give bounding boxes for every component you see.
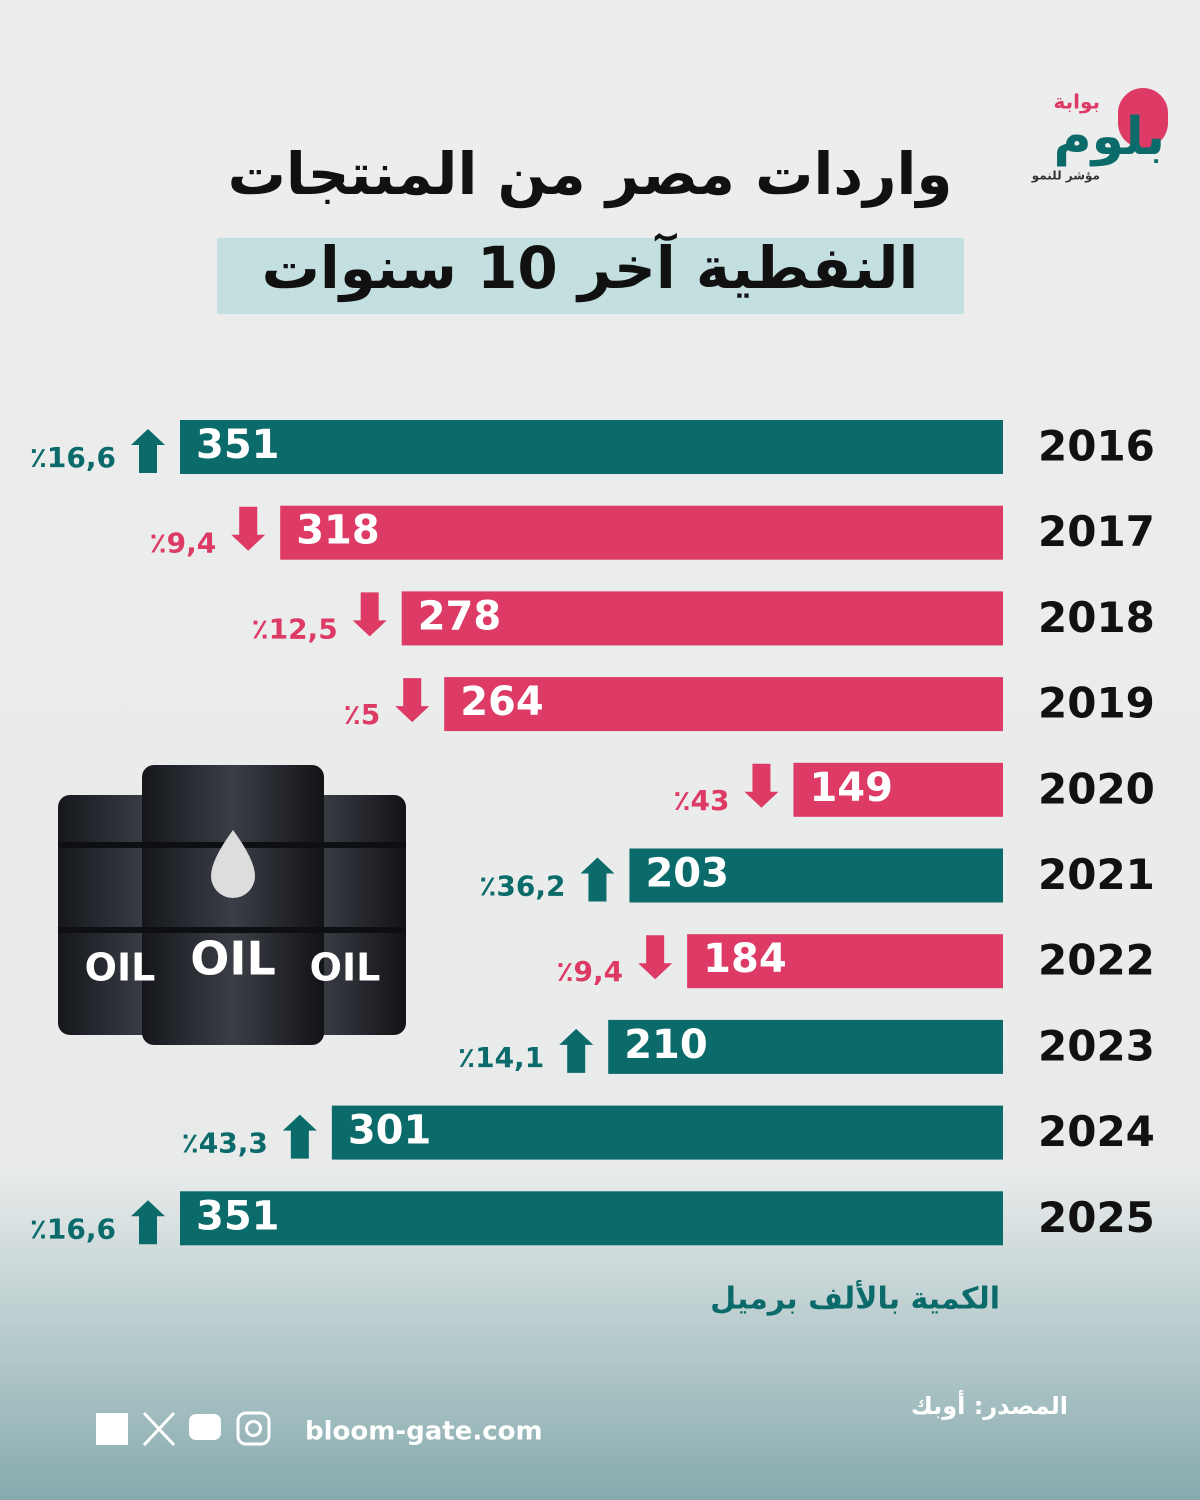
change-label: ٪9,4 <box>556 955 623 988</box>
bar <box>180 1191 1003 1246</box>
bar <box>687 934 1003 989</box>
change-label: ٪9,4 <box>150 527 217 560</box>
change-arrow <box>231 506 266 551</box>
x-icon <box>142 1411 176 1447</box>
change-arrow <box>744 763 779 808</box>
value-label: 318 <box>296 508 380 554</box>
value-label: 210 <box>624 1022 708 1068</box>
change-label: ٪16,6 <box>30 1212 116 1245</box>
change-label: ٪14,1 <box>458 1041 544 1074</box>
change-arrow <box>131 429 165 473</box>
category-label: 2017 <box>1038 507 1155 556</box>
chart-title: واردات مصر من المنتجات <box>228 140 953 209</box>
instagram-lens <box>245 1420 262 1437</box>
oil-drop <box>211 830 255 898</box>
subtitle-highlight <box>217 238 964 314</box>
change-arrow <box>282 1114 317 1159</box>
change-label: ٪16,6 <box>30 441 116 474</box>
change-arrow <box>559 1028 594 1073</box>
bar <box>280 505 1003 560</box>
brand-tagline: مؤشر للنمو <box>1031 169 1100 184</box>
value-label: 264 <box>460 679 544 725</box>
category-label: 2018 <box>1038 593 1155 642</box>
unit-note: الكمية بالألف برميل <box>710 1280 1000 1317</box>
brand-top: بوابة <box>1053 90 1100 114</box>
chart-subtitle: النفطية آخر 10 سنوات <box>262 232 919 303</box>
logo-mic <box>1118 88 1168 148</box>
value-label: 351 <box>196 422 280 468</box>
bar <box>608 1019 1003 1074</box>
change-arrow <box>638 935 673 980</box>
bar <box>331 1105 1003 1160</box>
change-arrow <box>352 592 387 637</box>
bar <box>444 677 1003 732</box>
value-label: 149 <box>809 765 893 811</box>
category-label: 2019 <box>1038 679 1155 728</box>
bar <box>401 591 1003 646</box>
bar <box>629 848 1003 903</box>
barrel-label: OIL <box>85 946 156 990</box>
category-label: 2021 <box>1038 850 1155 899</box>
website: bloom-gate.com <box>305 1417 543 1447</box>
change-label: ٪5 <box>344 698 381 731</box>
youtube-icon <box>189 1414 221 1440</box>
change-label: ٪43,3 <box>182 1127 268 1160</box>
category-label: 2023 <box>1038 1021 1155 1070</box>
change-arrow <box>395 678 430 723</box>
oil-barrels: OIL OIL OIL <box>58 765 406 1045</box>
source: المصدر: أوبك <box>911 1390 1068 1420</box>
barrel-label: OIL <box>310 946 381 990</box>
category-label: 2022 <box>1038 936 1155 985</box>
brand-name: بلوم <box>1054 107 1165 167</box>
bar <box>793 762 1003 817</box>
category-label: 2024 <box>1038 1107 1155 1156</box>
change-label: ٪12,5 <box>252 612 338 645</box>
instagram-icon <box>236 1411 271 1446</box>
value-label: 301 <box>348 1108 432 1154</box>
social-icons <box>96 1411 271 1447</box>
category-label: 2025 <box>1038 1193 1155 1242</box>
category-label: 2016 <box>1038 422 1155 471</box>
value-label: 278 <box>418 593 502 639</box>
barrel-label: OIL <box>190 932 276 986</box>
facebook-icon <box>96 1413 128 1445</box>
category-label: 2020 <box>1038 764 1155 813</box>
change-arrow <box>580 857 615 902</box>
change-arrow <box>131 1200 165 1245</box>
barrel <box>142 765 324 1045</box>
bar <box>180 420 1003 474</box>
change-label: ٪36,2 <box>479 870 565 903</box>
change-label: ٪43 <box>673 784 729 817</box>
value-label: 203 <box>645 851 729 897</box>
value-label: 184 <box>703 936 787 982</box>
value-label: 351 <box>196 1193 280 1239</box>
